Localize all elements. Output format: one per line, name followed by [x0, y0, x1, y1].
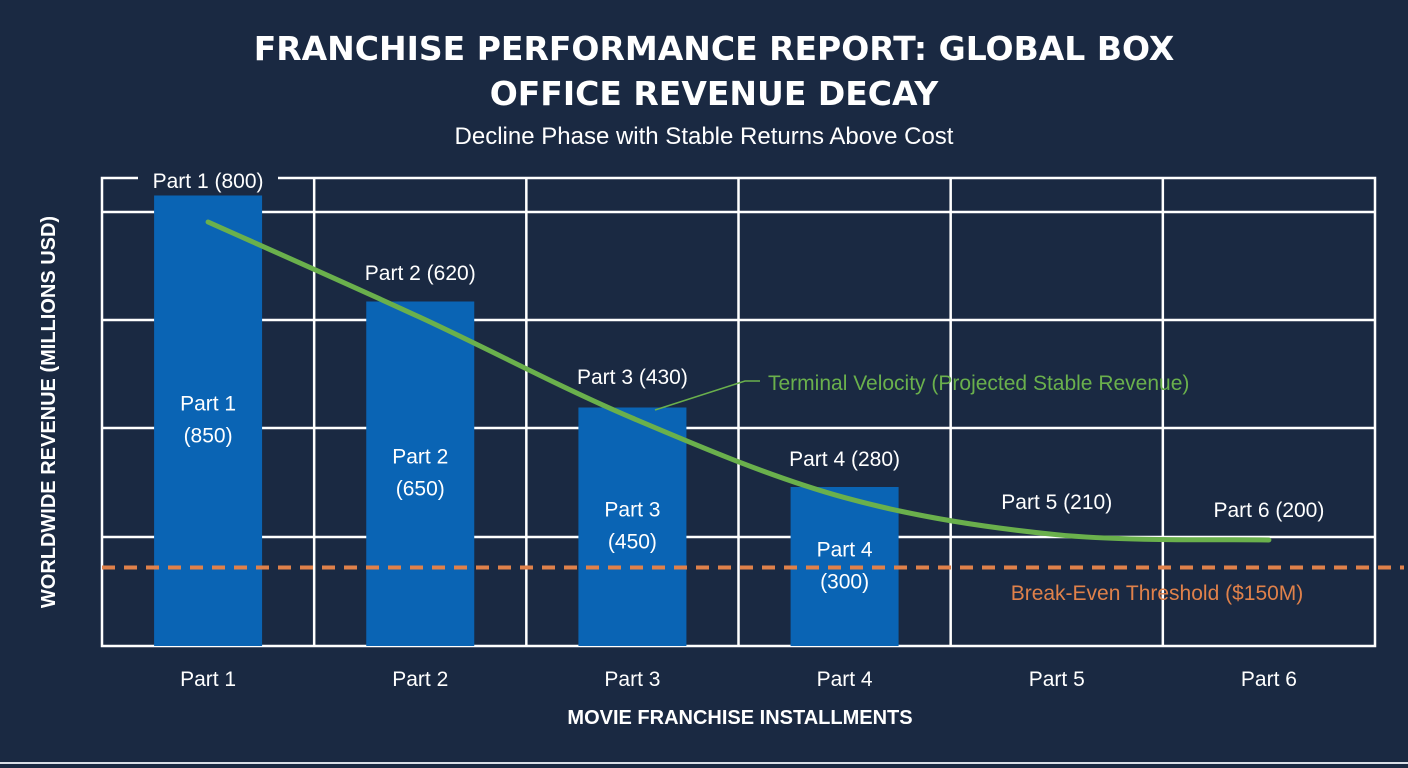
- x-tick-label: Part 2: [392, 668, 448, 691]
- line-data-label: Part 5 (210): [1001, 491, 1112, 514]
- line-data-label: Part 6 (200): [1213, 499, 1324, 522]
- chart-subtitle: Decline Phase with Stable Returns Above …: [455, 123, 954, 150]
- bar-inner-label: (300): [820, 570, 869, 593]
- bar-inner-label: (650): [396, 478, 445, 501]
- x-tick-label: Part 3: [604, 668, 660, 691]
- line-data-label: Part 1 (800): [153, 170, 264, 193]
- data-labels: Part 1 (800) Part 2 (620) Part 3 (430) Part…: [138, 168, 1324, 593]
- bar-inner-label: Part 4: [817, 538, 873, 561]
- x-axis-title: MOVIE FRANCHISE INSTALLMENTS: [567, 707, 912, 729]
- line-series: Terminal Velocity (Projected Stable Reve…: [205, 219, 1272, 543]
- bar-inner-label: Part 3: [604, 499, 660, 522]
- annotation-leader-line: [654, 380, 760, 411]
- bar-inner-label: (850): [184, 425, 233, 448]
- line-data-label: Part 4 (280): [789, 448, 900, 471]
- x-tick-label: Part 4: [817, 668, 873, 691]
- chart-title-line-2: OFFICE REVENUE DECAY: [490, 74, 940, 113]
- line-data-label: Part 2 (620): [365, 262, 476, 285]
- bar-inner-label: (450): [608, 531, 657, 554]
- chart-title-line-1: FRANCHISE PERFORMANCE REPORT: GLOBAL BOX: [254, 29, 1175, 68]
- bar-part-1: [154, 195, 263, 647]
- bar-part-2: [366, 301, 475, 646]
- bar-inner-label: Part 1: [180, 393, 236, 416]
- break-even-threshold-label: Break-Even Threshold ($150M): [1011, 582, 1304, 605]
- bar-inner-label: Part 2: [392, 446, 448, 469]
- threshold-line-group: Break-Even Threshold ($150M): [102, 565, 1404, 605]
- line-data-label: Part 3 (430): [577, 366, 688, 389]
- x-tick-label: Part 5: [1029, 668, 1085, 691]
- x-tick-label: Part 6: [1241, 668, 1297, 691]
- revenue-trend-line: [205, 219, 1272, 543]
- grid: [100, 176, 1377, 648]
- x-tick-label: Part 1: [180, 668, 236, 691]
- x-tick-labels: Part 1 Part 2 Part 3 Part 4 Part 5 Part 6: [180, 668, 1297, 691]
- y-axis-title: WORLDWIDE REVENUE (MILLIONS USD): [38, 216, 60, 608]
- label-background: [138, 168, 278, 192]
- terminal-velocity-annotation: Terminal Velocity (Projected Stable Reve…: [768, 372, 1189, 395]
- bar-part-3: [578, 407, 687, 646]
